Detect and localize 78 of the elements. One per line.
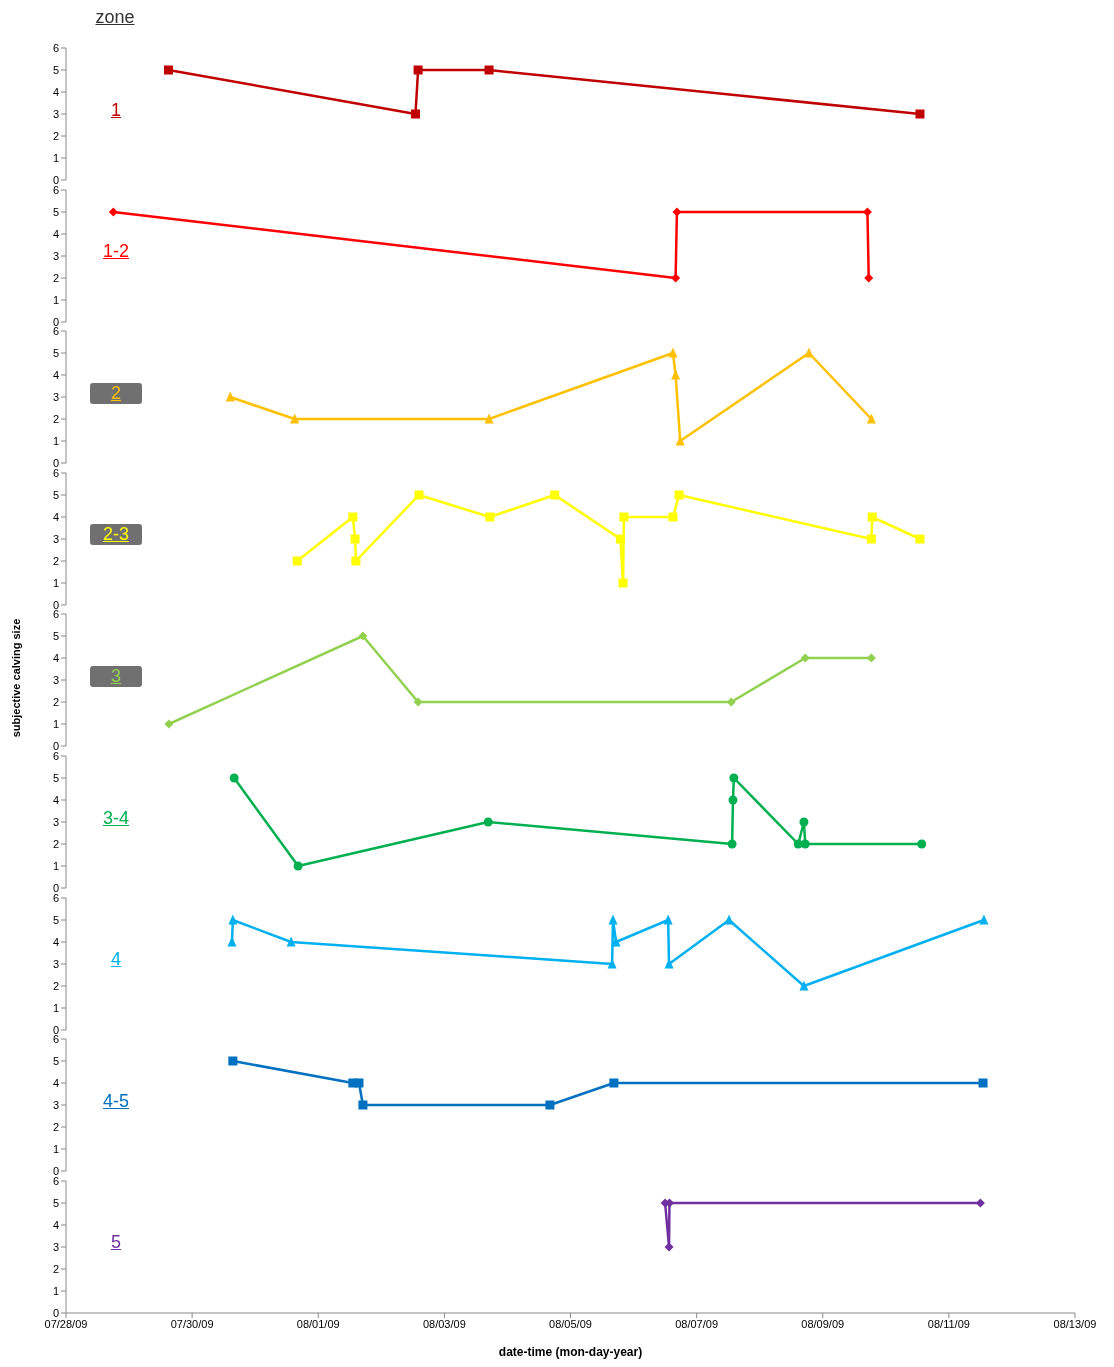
y-tick-label: 1 <box>52 859 59 872</box>
y-tick-label: 2 <box>52 979 59 992</box>
y-tick-label: 2 <box>52 1262 59 1275</box>
x-tick-label: 08/07/09 <box>675 1317 719 1330</box>
y-tick-label: 6 <box>52 891 59 904</box>
y-tick-label: 3 <box>52 249 59 262</box>
y-tick-label: 1 <box>52 1001 59 1014</box>
y-tick-label: 4 <box>52 85 59 98</box>
y-tick-label: 4 <box>52 1077 59 1090</box>
x-tick-label: 08/03/09 <box>422 1317 466 1330</box>
y-tick-label: 0 <box>52 315 59 328</box>
y-tick-label: 3 <box>52 1240 59 1253</box>
series-label: 1-2 <box>102 241 130 263</box>
y-tick-label: 4 <box>52 1218 59 1231</box>
y-tick-label: 3 <box>52 107 59 120</box>
y-tick-label: 0 <box>52 173 59 186</box>
x-tick-label: 08/11/09 <box>927 1317 970 1330</box>
y-tick-label: 2 <box>52 271 59 284</box>
y-tick-label: 0 <box>52 1306 59 1319</box>
text: 4-5 <box>102 1090 130 1112</box>
y-tick-label: 6 <box>52 1033 59 1046</box>
y-tick-label: 2 <box>52 554 59 567</box>
y-tick-label: 4 <box>52 510 59 523</box>
y-tick-label: 5 <box>52 913 59 926</box>
y-tick-label: 2 <box>52 129 59 142</box>
text: 2-3 <box>90 524 142 546</box>
y-tick-label: 5 <box>52 771 59 784</box>
y-tick-label: 6 <box>52 608 59 621</box>
y-tick-label: 5 <box>52 205 59 218</box>
x-tick-label: 08/09/09 <box>801 1317 845 1330</box>
y-tick-label: 4 <box>52 369 59 382</box>
y-tick-label: 2 <box>52 413 59 426</box>
y-axis-title: subjective calving size <box>10 618 22 738</box>
legend-title: zone <box>94 7 136 28</box>
y-tick-label: 5 <box>52 1196 59 1209</box>
y-tick-label: 2 <box>52 1121 59 1134</box>
x-tick-label: 07/30/09 <box>170 1317 214 1330</box>
x-axis-title: date-time (mon-day-year) <box>497 1344 644 1359</box>
y-tick-label: 0 <box>52 1023 59 1036</box>
y-tick-label: 0 <box>52 881 59 894</box>
y-tick-label: 1 <box>52 1284 59 1297</box>
text: 4 <box>110 949 122 971</box>
y-tick-label: 5 <box>52 347 59 360</box>
y-tick-label: 1 <box>52 576 59 589</box>
y-tick-label: 1 <box>52 151 59 164</box>
y-tick-label: 6 <box>52 183 59 196</box>
y-tick-label: 3 <box>52 391 59 404</box>
y-tick-label: 1 <box>52 293 59 306</box>
y-tick-label: 3 <box>52 674 59 687</box>
y-tick-label: 1 <box>52 718 59 731</box>
y-tick-label: 6 <box>52 41 59 54</box>
y-tick-label: 1 <box>52 1143 59 1156</box>
y-tick-label: 2 <box>52 837 59 850</box>
text: 1 <box>110 99 122 121</box>
y-tick-label: 2 <box>52 696 59 709</box>
x-tick-label: 08/01/09 <box>296 1317 340 1330</box>
y-tick-label: 1 <box>52 435 59 448</box>
y-tick-label: 5 <box>52 1055 59 1068</box>
y-tick-label: 4 <box>52 935 59 948</box>
y-tick-label: 5 <box>52 488 59 501</box>
x-tick-label: 08/05/09 <box>549 1317 592 1330</box>
y-tick-label: 3 <box>52 532 59 545</box>
y-tick-label: 4 <box>52 793 59 806</box>
y-tick-label: 3 <box>52 957 59 970</box>
y-tick-label: 4 <box>52 227 59 240</box>
y-tick-label: 3 <box>52 815 59 828</box>
text: 3 <box>90 665 142 687</box>
y-tick-label: 6 <box>52 325 59 338</box>
text: 3-4 <box>102 807 130 829</box>
y-tick-label: 5 <box>52 630 59 643</box>
y-tick-label: 3 <box>52 1099 59 1112</box>
text: 5 <box>110 1232 122 1254</box>
y-tick-label: 0 <box>52 598 59 611</box>
x-tick-label: 08/13/09 <box>1053 1317 1097 1330</box>
x-tick-label: 07/28/09 <box>44 1317 88 1330</box>
y-tick-label: 4 <box>52 652 59 665</box>
text: 2 <box>90 382 142 404</box>
y-tick-label: 5 <box>52 63 59 76</box>
